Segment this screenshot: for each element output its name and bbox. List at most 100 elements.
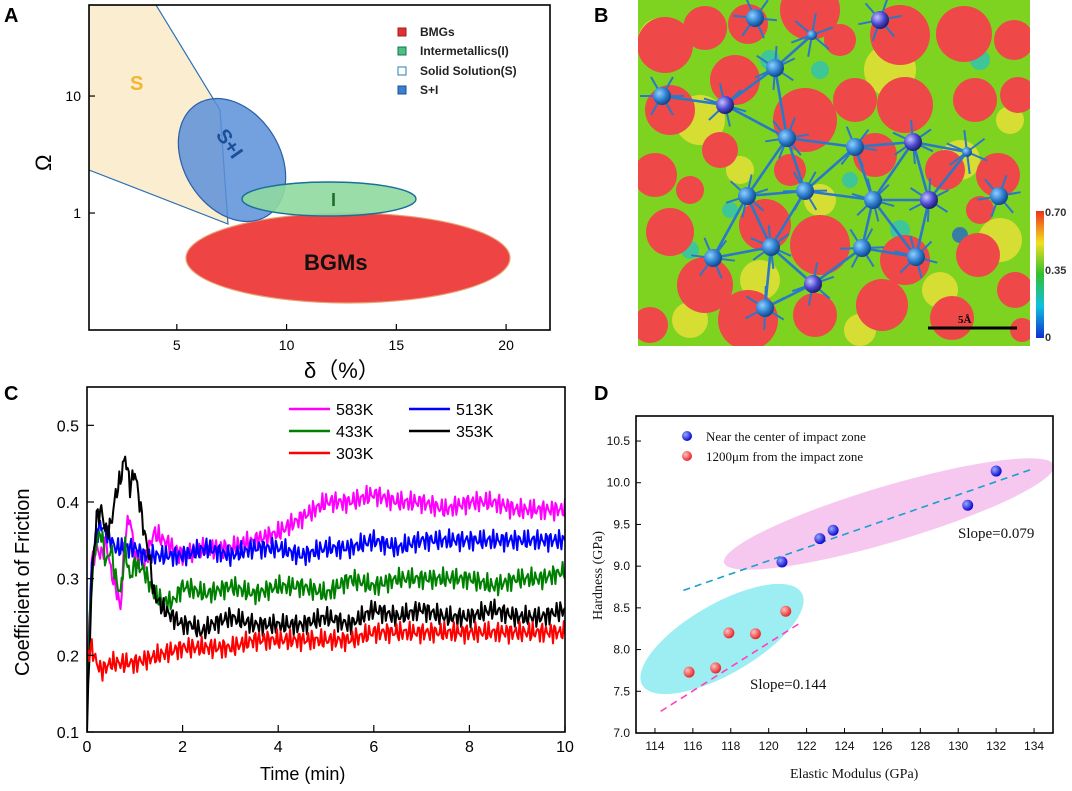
panel-c-axes: 0 2 4 6 8 10 0.1 0.2 0.3 0.4 0.5 [57, 418, 574, 756]
panel-d-xtick-label: 116 [683, 739, 702, 753]
panel-d-ytick-label: 7.5 [613, 684, 630, 698]
map-spot [842, 172, 858, 188]
panel-d-points [683, 465, 1002, 678]
region-intermetallic [241, 181, 417, 217]
map-blob [953, 78, 997, 122]
panel-c-frame [86, 386, 566, 733]
bond [804, 189, 874, 202]
panel-a-ytick-label: 1 [73, 205, 81, 221]
map-blob [833, 78, 877, 122]
map-spot [722, 202, 738, 218]
map-blob [994, 20, 1030, 60]
map-spot [811, 61, 829, 79]
panel-label-d: D [594, 383, 608, 405]
bond [724, 103, 788, 140]
panel-c-xtick-label: 6 [369, 739, 378, 756]
panel-d-ytick-label: 8.0 [613, 643, 630, 657]
bond [745, 195, 773, 248]
legend-label-303k: 303K [336, 446, 374, 463]
point-1200um [780, 605, 792, 617]
map-blob [718, 290, 778, 346]
panel-d-xtick-label: 124 [834, 739, 854, 753]
panel-d-ytick-label: 10.5 [607, 434, 631, 448]
bond [914, 199, 931, 258]
atom [762, 238, 780, 256]
panel-a: A S S+I I BGMs BMGs Intermetallics(I) So… [4, 4, 551, 383]
point-center [814, 533, 826, 545]
series-line-583k [87, 484, 565, 679]
panel-d-xtick-label: 130 [948, 739, 968, 753]
panel-d-xlabel: Elastic Modulus (GPa) [790, 767, 919, 782]
bond [785, 137, 807, 192]
atom [807, 30, 817, 40]
map-blob [976, 153, 1020, 197]
legend-label-bmg: BMGs [420, 25, 455, 39]
atom [920, 191, 938, 209]
panel-d-axes: 114 116 118 120 122 124 126 128 130 132 134 7.0 7.5 8… [607, 434, 1045, 753]
panel-a-ylabel: Ω [31, 155, 56, 171]
region-label-i: I [331, 190, 336, 210]
map-blob [638, 307, 668, 343]
atom [804, 275, 822, 293]
panel-d: D 114 116 118 120 122 124 126 128 130 132 134 7.0 7.… [591, 383, 1055, 782]
panel-a-regions [89, 5, 511, 304]
map-blob [1000, 77, 1030, 113]
panel-c-xtick-label: 4 [274, 739, 283, 756]
panel-d-xtick-label: 128 [910, 739, 930, 753]
colorbar-tick-min: 0 [1045, 332, 1051, 344]
atom [853, 239, 871, 257]
fit-line-1200um [660, 621, 802, 713]
atom [864, 191, 882, 209]
legend-label-solid-solution: Solid Solution(S) [420, 64, 517, 78]
panel-c-xtick-label: 0 [83, 739, 92, 756]
panel-c-ylabel: Coefficient of Friction [12, 489, 34, 677]
point-center [962, 499, 974, 511]
legend-swatch-solid-solution [397, 66, 407, 76]
panel-c-xtick-label: 10 [556, 739, 574, 756]
panel-label-b: B [594, 5, 608, 27]
bond [871, 141, 915, 201]
bond [661, 94, 726, 107]
panel-c-series [87, 455, 565, 732]
colorbar [1036, 211, 1044, 338]
panel-d-ylabel: Hardness (GPa) [591, 531, 606, 620]
atom [846, 138, 864, 156]
point-center [827, 524, 839, 536]
map-spot [996, 106, 1024, 134]
atom [796, 182, 814, 200]
map-blob [790, 215, 850, 275]
legend-label-583k: 583K [336, 402, 374, 419]
panel-d-ytick-label: 10.0 [607, 476, 631, 490]
map-blob [936, 6, 992, 62]
map-blob [997, 272, 1030, 308]
map-blob [638, 153, 677, 197]
bond [911, 141, 931, 201]
map-blob [793, 293, 837, 337]
legend-label-s-plus-i: S+I [420, 83, 438, 97]
legend-marker-center [682, 431, 692, 441]
bond [927, 151, 969, 201]
point-1200um [683, 666, 695, 678]
bond [912, 140, 968, 154]
map-blob [877, 77, 933, 133]
map-blob [956, 233, 1000, 277]
atom [704, 249, 722, 267]
atom [907, 248, 925, 266]
panel-d-xtick-label: 126 [872, 739, 892, 753]
atom [756, 299, 774, 317]
map-blob [925, 150, 965, 190]
panel-a-xtick-label: 15 [389, 337, 405, 353]
point-center [776, 556, 788, 568]
point-1200um [710, 662, 722, 674]
atom [904, 133, 922, 151]
bond [724, 66, 776, 107]
bond [854, 140, 914, 149]
slope-label-center: Slope=0.079 [958, 526, 1034, 542]
series-line-513k [87, 519, 565, 676]
panel-a-xlabel: δ（%） [304, 358, 380, 383]
panel-d-xtick-label: 122 [797, 739, 817, 753]
bond [773, 67, 789, 139]
region-label-s: S [130, 73, 143, 95]
atom-clusters [653, 9, 1008, 317]
panel-d-fit-lines [660, 467, 1035, 713]
